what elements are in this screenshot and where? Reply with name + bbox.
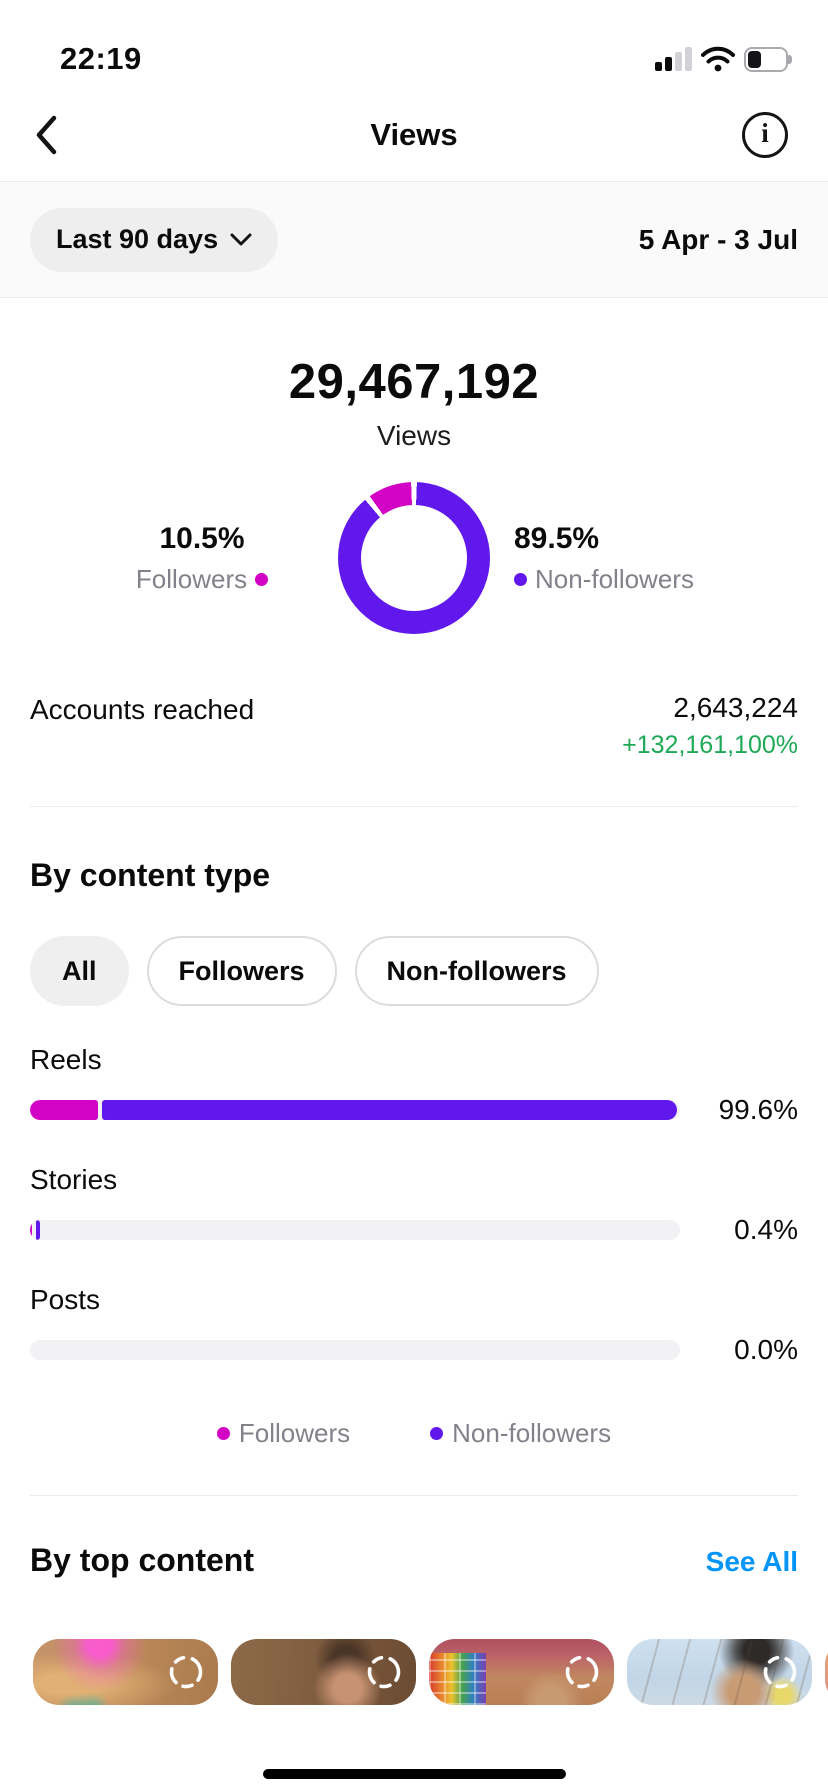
loading-spinner-icon <box>565 1655 599 1689</box>
see-all-link[interactable]: See All <box>705 1546 798 1577</box>
content-type-row-posts: Posts 0.0% <box>30 1284 798 1366</box>
reels-bar <box>30 1100 680 1120</box>
chart-legend: Followers Non-followers <box>0 1418 828 1449</box>
total-views-label: Views <box>376 420 452 451</box>
followers-dot <box>255 572 269 586</box>
info-icon: i <box>761 118 769 148</box>
loading-spinner-icon <box>763 1655 797 1689</box>
tab-followers[interactable]: Followers <box>146 936 337 1006</box>
status-icons <box>655 46 794 72</box>
date-range-dropdown[interactable]: Last 90 days <box>30 207 279 272</box>
battery-icon <box>744 46 794 72</box>
content-thumbnail[interactable] <box>33 1639 218 1705</box>
posts-pct: 0.0% <box>734 1334 798 1365</box>
stories-label: Stories <box>30 1164 118 1195</box>
info-button[interactable]: i <box>742 111 788 158</box>
non-followers-pct: 89.5% <box>514 521 600 555</box>
by-content-type-title: By content type <box>30 857 271 893</box>
tab-non-followers[interactable]: Non-followers <box>354 936 599 1006</box>
clock: 22:19 <box>60 41 142 76</box>
non-followers-stat: 89.5% Non-followers <box>508 522 744 595</box>
non-followers-dot <box>430 1427 444 1440</box>
followers-stat-label: Followers <box>136 564 269 595</box>
page-title: Views <box>370 116 458 152</box>
top-content-thumbnails <box>0 1639 828 1705</box>
audience-filter-tabs: All Followers Non-followers <box>30 936 798 1006</box>
tab-all[interactable]: All <box>30 936 129 1006</box>
reels-pct: 99.6% <box>718 1094 798 1125</box>
content-thumbnail[interactable] <box>627 1639 812 1705</box>
content-thumbnail[interactable] <box>231 1639 416 1705</box>
reels-label: Reels <box>30 1044 102 1075</box>
posts-label: Posts <box>30 1284 101 1315</box>
followers-dot <box>216 1427 230 1440</box>
home-indicator[interactable] <box>263 1769 566 1779</box>
followers-pct: 10.5% <box>159 521 245 555</box>
section-divider <box>30 1495 798 1496</box>
content-thumbnail[interactable] <box>825 1639 828 1705</box>
followers-breakdown: 10.5% Followers 89.5% Non-followers <box>0 482 828 634</box>
followers-donut-chart <box>338 482 490 634</box>
back-button[interactable] <box>24 109 68 161</box>
cellular-signal-icon <box>655 47 692 71</box>
accounts-reached-change: +132,161,100% <box>622 731 798 759</box>
legend-followers: Followers <box>216 1418 350 1449</box>
wifi-icon <box>701 46 735 72</box>
date-range-text: 5 Apr - 3 Jul <box>638 223 798 255</box>
posts-bar <box>30 1340 680 1360</box>
accounts-reached-label: Accounts reached <box>30 694 255 725</box>
section-divider <box>30 806 798 807</box>
navigation-header: Views i <box>0 88 828 182</box>
back-chevron-icon <box>36 115 57 154</box>
views-summary: 29,467,192 Views <box>0 354 828 452</box>
filter-bar: Last 90 days 5 Apr - 3 Jul <box>0 182 828 298</box>
legend-non-followers: Non-followers <box>430 1418 611 1449</box>
by-top-content-header: By top content See All <box>30 1542 798 1579</box>
content-type-row-reels: Reels 99.6% <box>30 1044 798 1126</box>
non-followers-dot <box>514 572 527 586</box>
non-followers-stat-label: Non-followers <box>514 564 694 595</box>
followers-stat: 10.5% Followers <box>84 522 320 595</box>
loading-spinner-icon <box>367 1655 401 1689</box>
stories-pct: 0.4% <box>734 1214 798 1245</box>
stories-bar <box>30 1220 680 1240</box>
date-range-dropdown-label: Last 90 days <box>56 224 219 254</box>
loading-spinner-icon <box>169 1655 203 1689</box>
total-views-value: 29,467,192 <box>288 355 540 409</box>
content-type-row-stories: Stories 0.4% <box>30 1164 798 1246</box>
accounts-reached-row: Accounts reached 2,643,224 +132,161,100% <box>0 692 828 760</box>
accounts-reached-value: 2,643,224 <box>673 692 798 723</box>
content-thumbnail[interactable] <box>429 1639 614 1705</box>
by-top-content-title: By top content <box>30 1542 254 1578</box>
status-bar: 22:19 <box>0 0 828 88</box>
chevron-down-icon <box>230 233 252 246</box>
